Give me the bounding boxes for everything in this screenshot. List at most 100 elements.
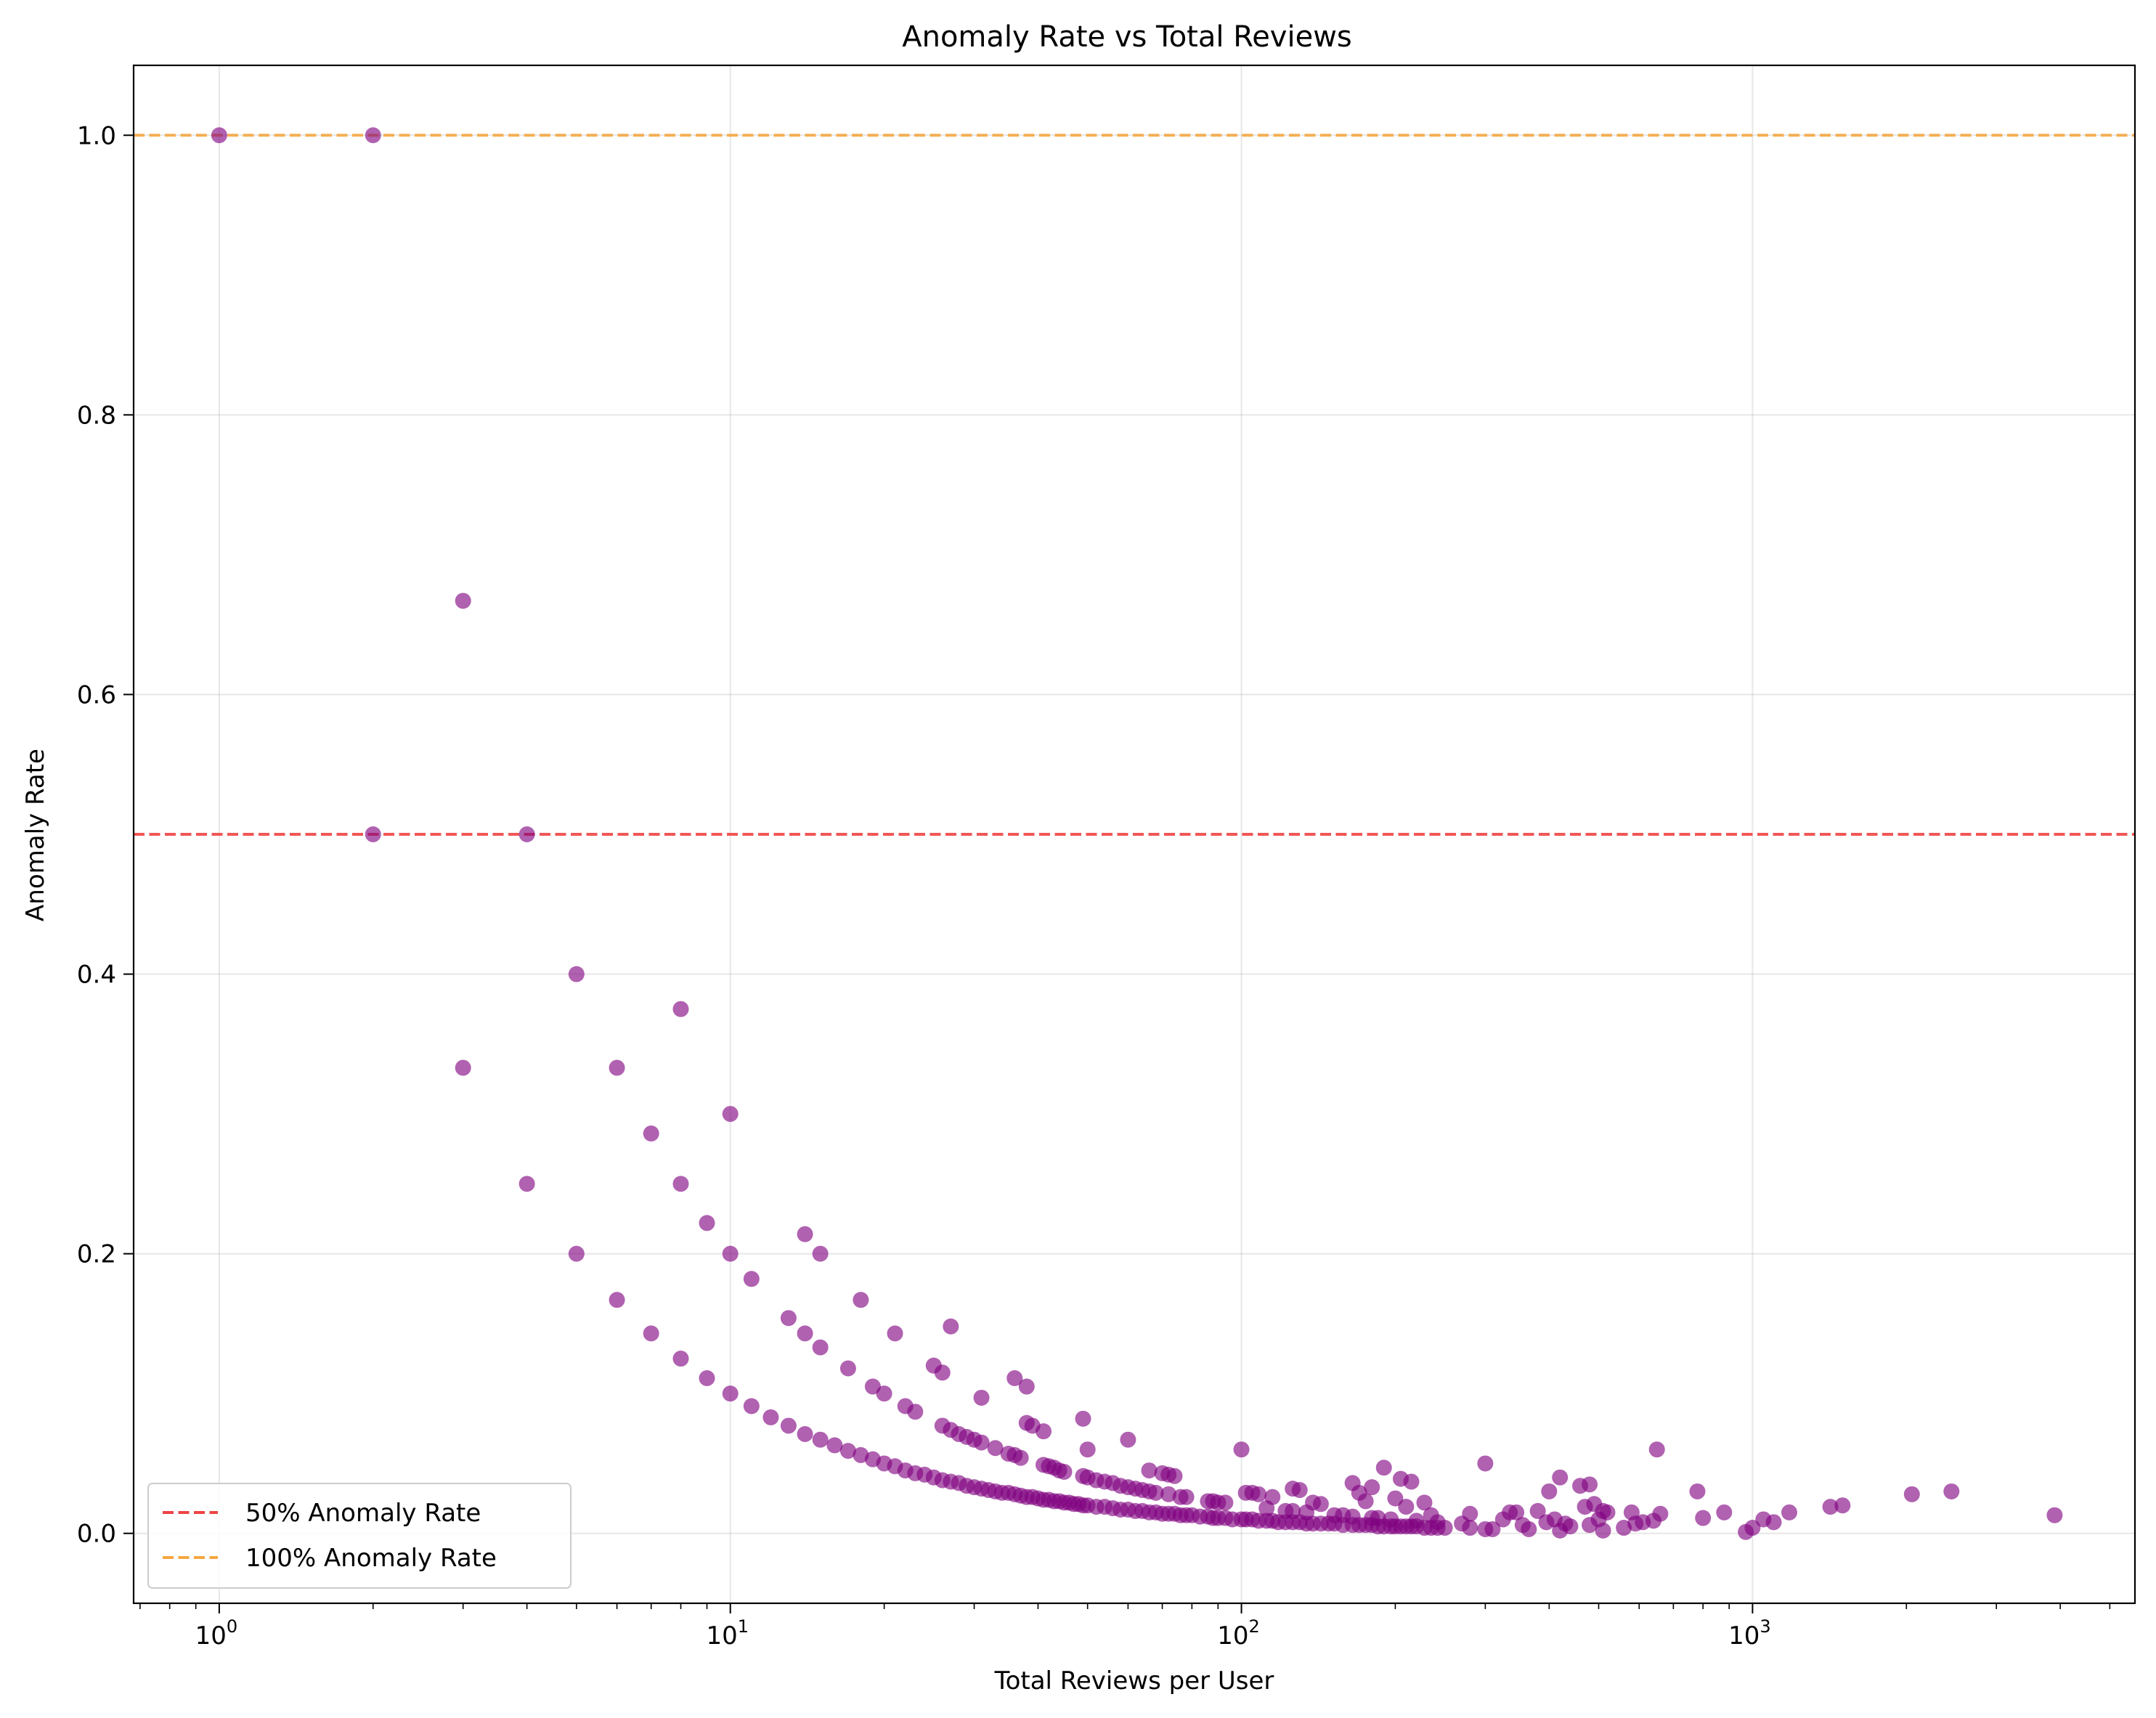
scatter-point <box>455 1059 471 1076</box>
scatter-point <box>699 1215 715 1231</box>
x-tick-exponent: 3 <box>1760 1616 1770 1637</box>
x-tick-exponent: 0 <box>227 1616 237 1637</box>
scatter-point <box>518 1176 535 1192</box>
scatter-point <box>826 1437 843 1454</box>
scatter-point <box>1599 1504 1616 1520</box>
scatter-point <box>722 1385 739 1402</box>
scatter-point <box>1834 1497 1851 1514</box>
scatter-point <box>987 1440 1004 1457</box>
scatter-point <box>1943 1483 1960 1499</box>
scatter-point <box>568 966 585 982</box>
scatter-point <box>1562 1518 1579 1535</box>
scatter-point <box>1120 1431 1136 1448</box>
scatter-point <box>2046 1507 2063 1523</box>
scatter-point <box>1387 1490 1404 1507</box>
scatter-point <box>1781 1504 1797 1520</box>
scatter-points <box>211 127 2063 1540</box>
scatter-point <box>672 1176 689 1192</box>
x-tick-exponent: 1 <box>738 1616 749 1637</box>
scatter-point <box>1508 1504 1525 1520</box>
scatter-point <box>797 1325 813 1342</box>
scatter-point <box>672 1001 689 1017</box>
scatter-point <box>1462 1505 1478 1522</box>
plot-frame <box>132 64 2136 1605</box>
scatter-point <box>1141 1462 1158 1479</box>
x-tick-label: 103 <box>1728 1616 1771 1650</box>
scatter-point <box>887 1325 903 1342</box>
scatter-point <box>1765 1514 1782 1531</box>
scatter-point <box>1648 1441 1665 1458</box>
scatter-point <box>365 826 381 842</box>
legend-label: 100% Anomaly Rate <box>245 1544 497 1573</box>
y-axis-label: Anomaly Rate <box>21 749 50 921</box>
scatter-point <box>1036 1423 1052 1440</box>
scatter-point <box>518 826 535 842</box>
scatter-point <box>797 1226 813 1242</box>
legend: 50% Anomaly Rate 100% Anomaly Rate <box>147 1483 571 1589</box>
y-tick-label: 1.0 <box>77 121 116 150</box>
scatter-point <box>907 1404 924 1420</box>
scatter-point <box>1357 1493 1374 1510</box>
scatter-point <box>643 1125 659 1142</box>
scatter-point <box>1364 1479 1380 1496</box>
x-tick-base: 10 <box>706 1621 737 1650</box>
scatter-point <box>1595 1522 1611 1539</box>
scatter-point <box>699 1370 715 1387</box>
y-tick-label: 0.4 <box>77 961 116 990</box>
scatter-point <box>1695 1510 1712 1526</box>
scatter-point <box>1552 1469 1569 1486</box>
x-tick-label: 101 <box>706 1616 749 1650</box>
scatter-point <box>1075 1410 1091 1427</box>
scatter-point <box>762 1409 779 1425</box>
y-axis-ticks: 0.0 0.2 0.4 0.6 0.8 1.0 <box>77 121 134 1549</box>
scatter-point <box>1462 1520 1478 1536</box>
y-tick-label: 0.6 <box>77 680 116 709</box>
scatter-point <box>1398 1499 1415 1515</box>
scatter-point <box>780 1310 797 1327</box>
scatter-point <box>973 1389 990 1406</box>
scatter-point <box>853 1446 869 1463</box>
scatter-point <box>1233 1441 1250 1458</box>
scatter-point <box>1291 1482 1308 1499</box>
scatter-point <box>609 1059 625 1076</box>
scatter-point <box>1582 1476 1598 1493</box>
scatter-point <box>609 1292 625 1308</box>
scatter-point <box>211 127 227 144</box>
legend-box <box>147 1483 571 1589</box>
scatter-point <box>1166 1467 1183 1484</box>
scatter-point <box>365 127 381 144</box>
x-tick-label: 102 <box>1217 1616 1260 1650</box>
scatter-point <box>1822 1499 1839 1515</box>
x-tick-base: 10 <box>1217 1621 1248 1650</box>
scatter-point <box>1403 1473 1420 1490</box>
scatter-point <box>1744 1520 1761 1536</box>
scatter-point <box>934 1364 951 1381</box>
scatter-point <box>1541 1483 1558 1499</box>
scatter-point <box>1012 1449 1029 1466</box>
scatter-point <box>1716 1504 1733 1520</box>
scatter-point <box>1484 1520 1501 1537</box>
scatter-point <box>1250 1486 1267 1502</box>
y-tick-label: 0.0 <box>77 1520 116 1549</box>
scatter-point <box>1903 1486 1920 1502</box>
scatter-point <box>1529 1502 1546 1519</box>
scatter-point <box>1217 1494 1234 1511</box>
scatter-point <box>1160 1486 1177 1502</box>
scatter-point <box>812 1431 829 1448</box>
x-axis-ticks: 100 101 102 103 <box>139 1603 2111 1650</box>
x-tick-base: 10 <box>1728 1621 1760 1650</box>
scatter-point <box>568 1245 585 1262</box>
scatter-point <box>1652 1505 1669 1522</box>
scatter-point <box>722 1106 739 1123</box>
scatter-point <box>943 1318 959 1335</box>
x-tick-label: 100 <box>195 1616 238 1650</box>
scatter-point <box>1018 1378 1035 1395</box>
scatter-point <box>853 1292 869 1308</box>
scatter-point <box>455 593 471 609</box>
scatter-point <box>1521 1520 1537 1537</box>
scatter-point <box>1178 1489 1195 1505</box>
scatter-point <box>1006 1370 1023 1387</box>
x-tick-exponent: 2 <box>1249 1616 1260 1637</box>
